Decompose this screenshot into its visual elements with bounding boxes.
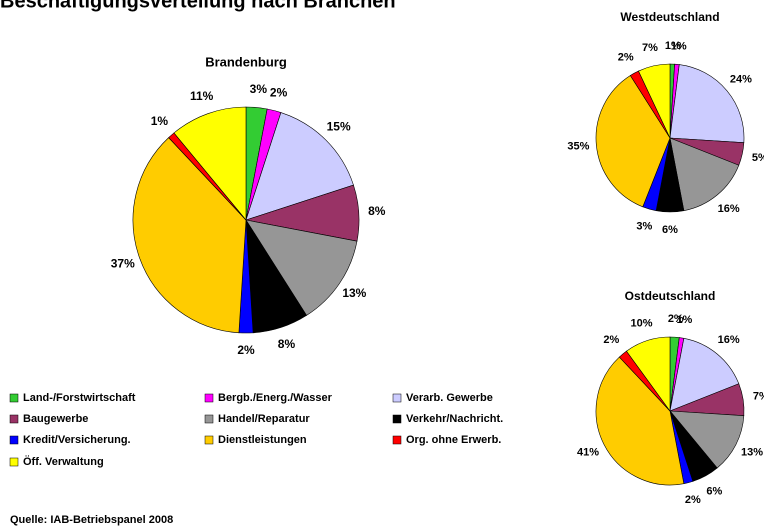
pie-slice — [595, 356, 685, 486]
slice-label: 41% — [577, 447, 599, 459]
slice-label: 13% — [741, 447, 763, 459]
slice-label: 3% — [636, 220, 652, 232]
slice-label: 2% — [685, 494, 701, 506]
pie-title: Brandenburg — [205, 54, 287, 69]
pie-slice — [669, 410, 745, 469]
slice-label: 6% — [706, 486, 722, 498]
slice-label: 8% — [278, 337, 296, 351]
legend-label: Handel/Reparatur — [218, 413, 310, 425]
slice-label: 6% — [662, 224, 678, 236]
pie-slice — [669, 137, 740, 212]
legend-label: Bergb./Energ./Wasser — [218, 392, 333, 404]
pie-slice — [245, 219, 358, 316]
pie-slice — [173, 106, 247, 221]
slice-label: 1% — [671, 40, 687, 52]
legend-swatch — [204, 393, 214, 403]
slice-label: 1% — [676, 314, 692, 326]
legend-swatch — [392, 414, 402, 424]
slice-label: 13% — [342, 286, 366, 300]
legend-label: Land-/Forstwirtschaft — [23, 392, 136, 404]
legend-label: Baugewerbe — [23, 413, 88, 425]
slice-label: 16% — [718, 203, 740, 215]
legend-swatch — [9, 457, 19, 467]
slice-label: 2% — [668, 313, 684, 325]
legend-swatch — [204, 414, 214, 424]
slice-label: 2% — [618, 51, 634, 63]
legend-label: Kredit/Versicherung. — [23, 434, 131, 446]
legend-swatch — [9, 414, 19, 424]
slice-label: 16% — [718, 334, 740, 346]
slice-label: 2% — [237, 343, 255, 357]
slice-label: 11% — [190, 89, 214, 103]
slice-label: 1% — [151, 114, 169, 128]
legend-swatch — [392, 435, 402, 445]
pie-slice — [132, 137, 247, 334]
pie-slice — [595, 75, 671, 208]
pie-title: Ostdeutschland — [625, 289, 716, 303]
pie-slice — [626, 336, 671, 412]
slice-label: 15% — [327, 120, 351, 134]
slice-label: 1% — [665, 40, 681, 52]
pie-slice — [669, 64, 745, 143]
legend-label: Verkehr/Nachricht. — [406, 413, 503, 425]
slice-label: 8% — [368, 204, 386, 218]
legend-label: Org. ohne Erwerb. — [406, 434, 501, 446]
legend-label: Öff. Verwaltung — [23, 455, 104, 468]
legend-swatch — [392, 393, 402, 403]
slice-label: 10% — [631, 317, 653, 329]
slice-label: 37% — [111, 257, 135, 271]
legend-swatch — [204, 435, 214, 445]
page-title: Beschäftigungsverteilung nach Branchen — [0, 0, 396, 12]
slice-label: 7% — [753, 391, 764, 403]
pie-title: Westdeutschland — [620, 10, 719, 24]
slice-label: 35% — [567, 141, 589, 153]
legend-swatch — [9, 435, 19, 445]
legend-label: Dienstleistungen — [218, 434, 307, 446]
legend-swatch — [9, 393, 19, 403]
slice-label: 3% — [250, 82, 268, 96]
pie-slice — [638, 63, 671, 139]
slice-label: 2% — [270, 85, 288, 99]
source: Quelle: IAB-Betriebspanel 2008 — [10, 514, 173, 526]
slice-label: 24% — [730, 73, 752, 85]
slice-label: 5% — [752, 152, 764, 164]
slice-label: 2% — [603, 334, 619, 346]
slice-label: 7% — [642, 42, 658, 54]
pie-slice — [245, 112, 354, 221]
pie-slice — [669, 337, 740, 412]
legend-label: Verarb. Gewerbe — [406, 392, 493, 404]
